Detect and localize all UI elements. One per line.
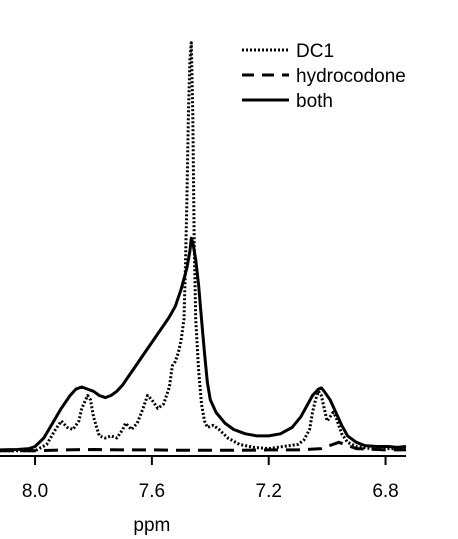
x-tick-label: 8.0 (22, 481, 48, 502)
legend: DC1 hydrocodone both (242, 41, 406, 112)
series-line-hydrocodone (0, 440, 406, 453)
x-axis-label: ppm (133, 515, 170, 536)
series-line-dc1 (0, 41, 406, 453)
legend-label: DC1 (296, 41, 334, 62)
plot-area (0, 41, 407, 453)
legend-label: both (296, 91, 333, 112)
x-axis-ticks: 8.0 7.6 7.2 6.8 (22, 456, 399, 502)
x-tick-label: 7.6 (139, 481, 165, 502)
x-tick-label: 7.2 (256, 481, 282, 502)
legend-label: hydrocodone (296, 66, 406, 87)
series-line-both (0, 236, 407, 452)
x-tick-label: 6.8 (372, 481, 398, 502)
